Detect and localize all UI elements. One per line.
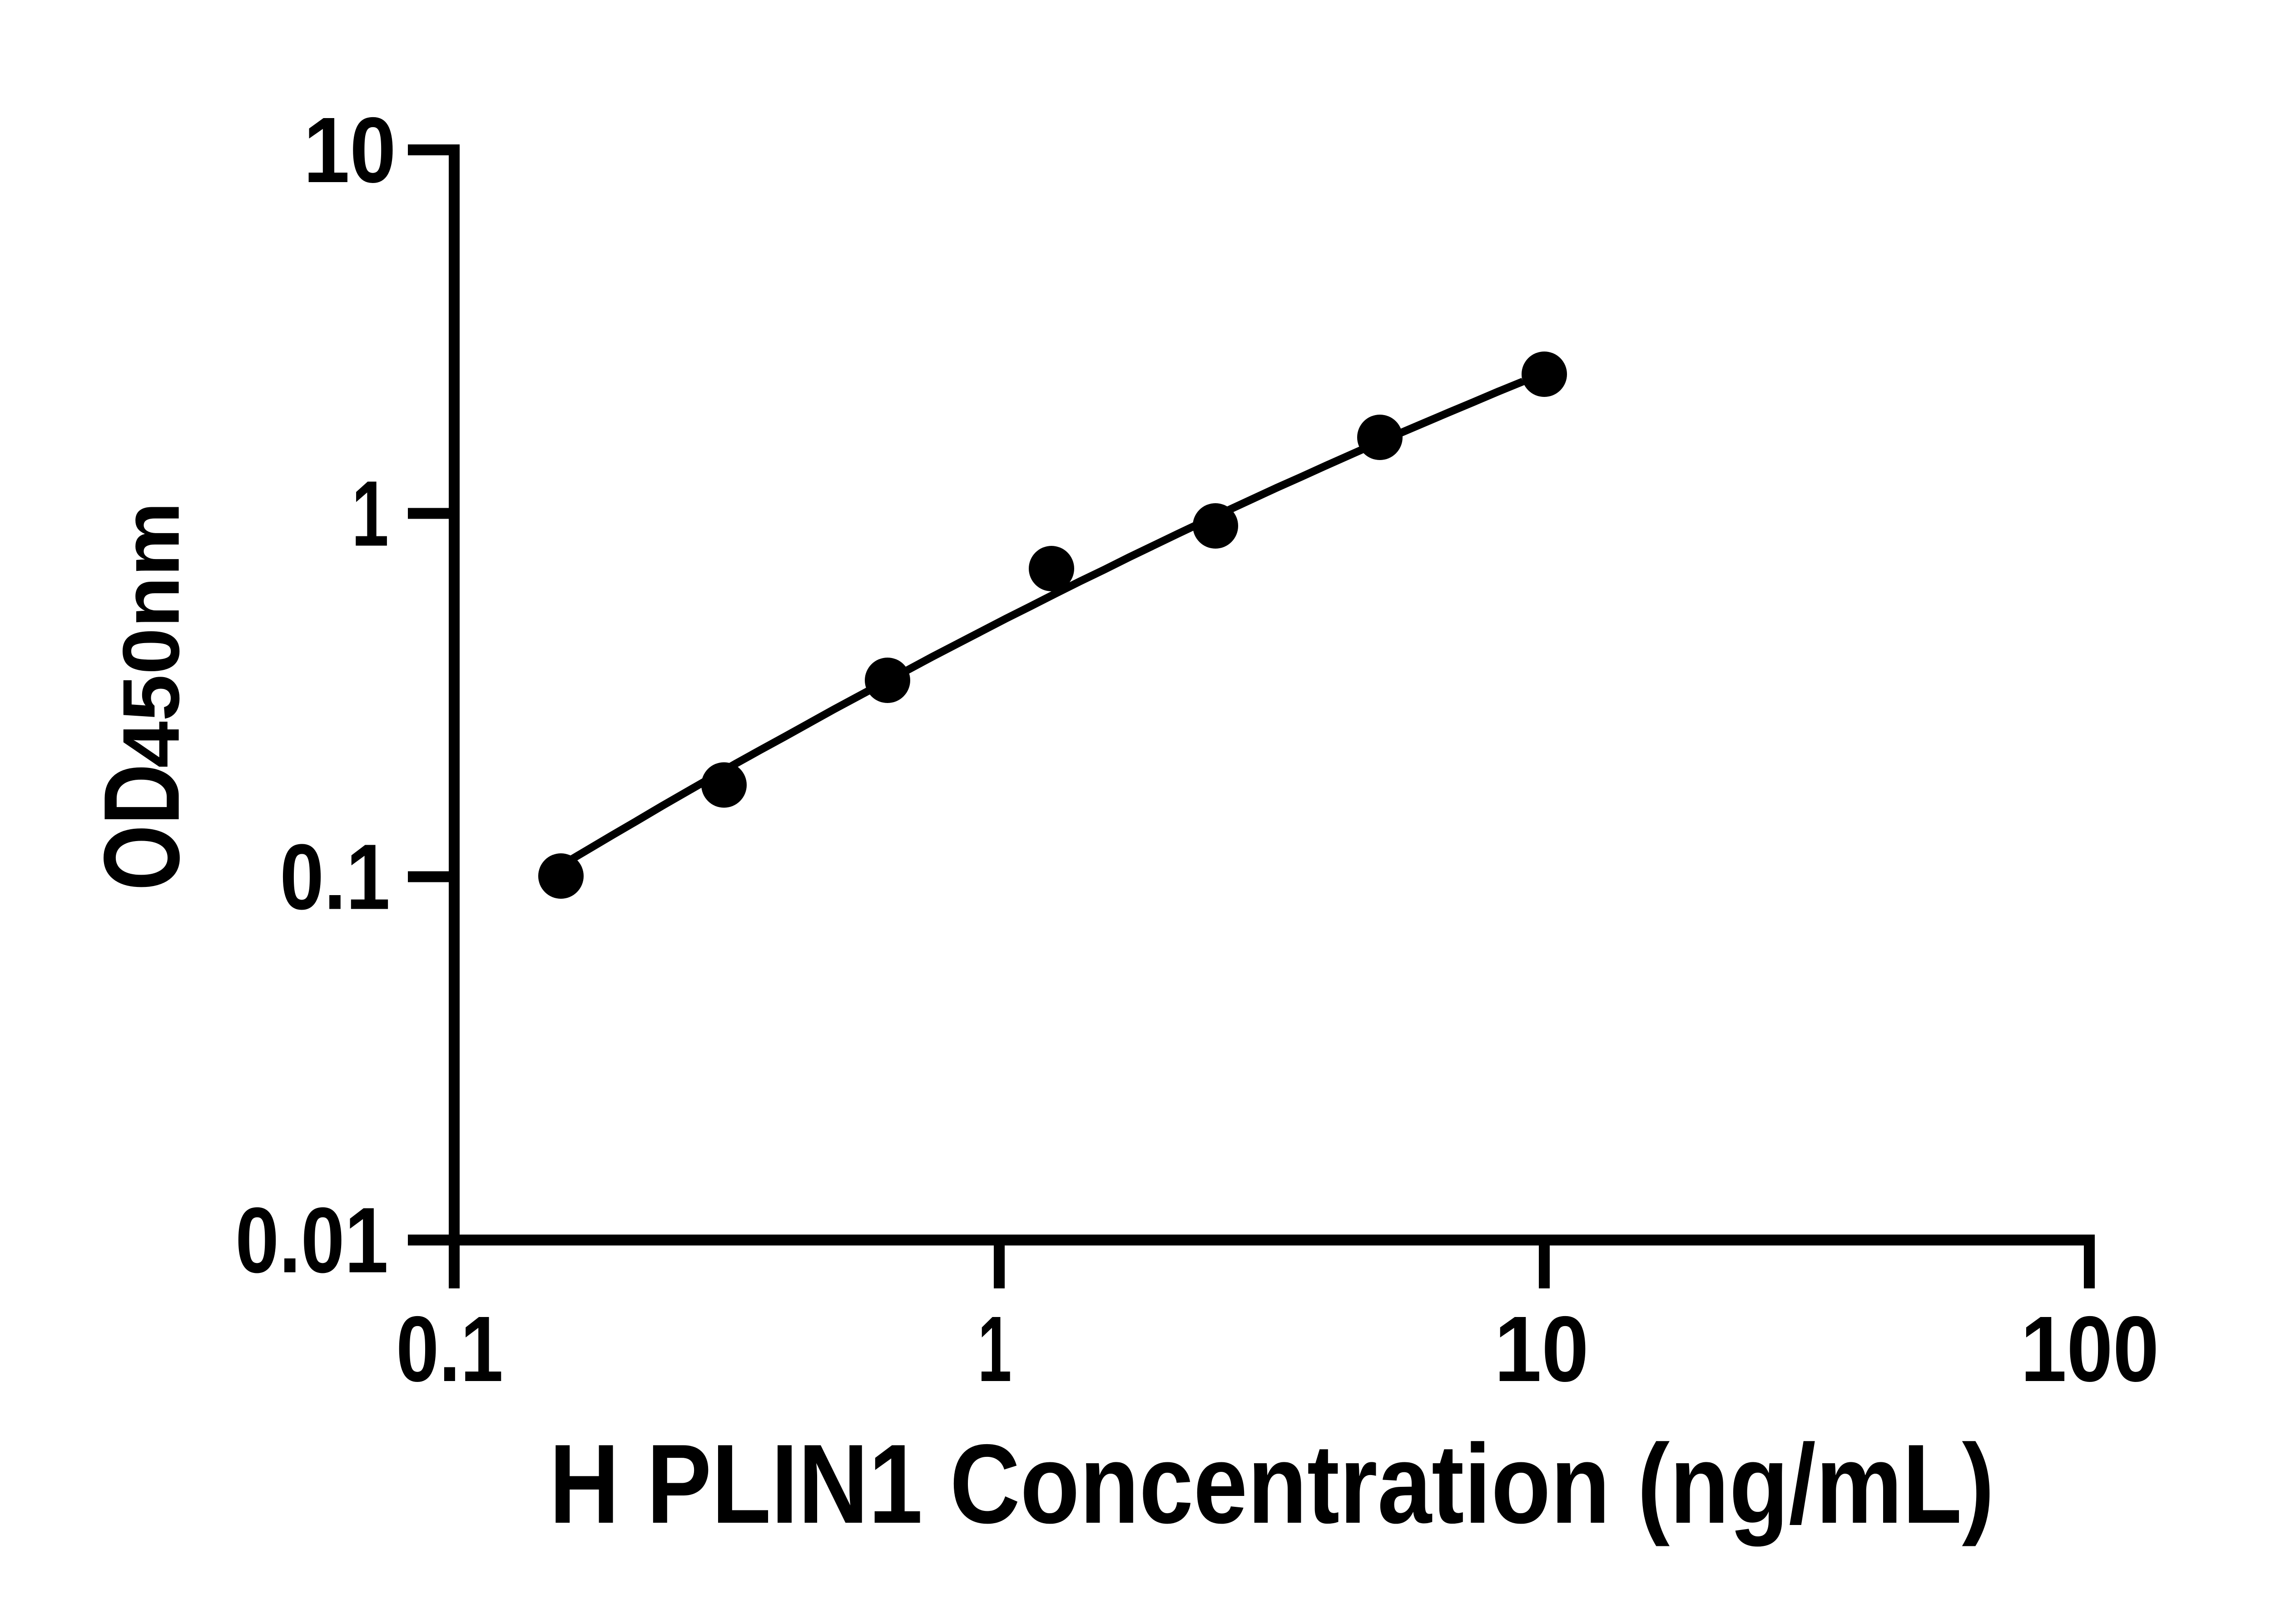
svg-text:0.1: 0.1 xyxy=(280,825,390,929)
svg-text:0.01: 0.01 xyxy=(235,1188,388,1292)
svg-text:OD: OD xyxy=(82,764,202,891)
svg-text:450nm: 450nm xyxy=(106,502,196,768)
svg-text:H PLIN1 Concentration (ng/mL): H PLIN1 Concentration (ng/mL) xyxy=(549,1421,1994,1547)
svg-text:1: 1 xyxy=(978,1297,1012,1401)
svg-text:0.1: 0.1 xyxy=(396,1297,503,1401)
svg-text:10: 10 xyxy=(1494,1297,1589,1401)
svg-text:1: 1 xyxy=(352,462,389,566)
svg-text:10: 10 xyxy=(303,98,396,202)
svg-text:100: 100 xyxy=(2021,1297,2159,1401)
